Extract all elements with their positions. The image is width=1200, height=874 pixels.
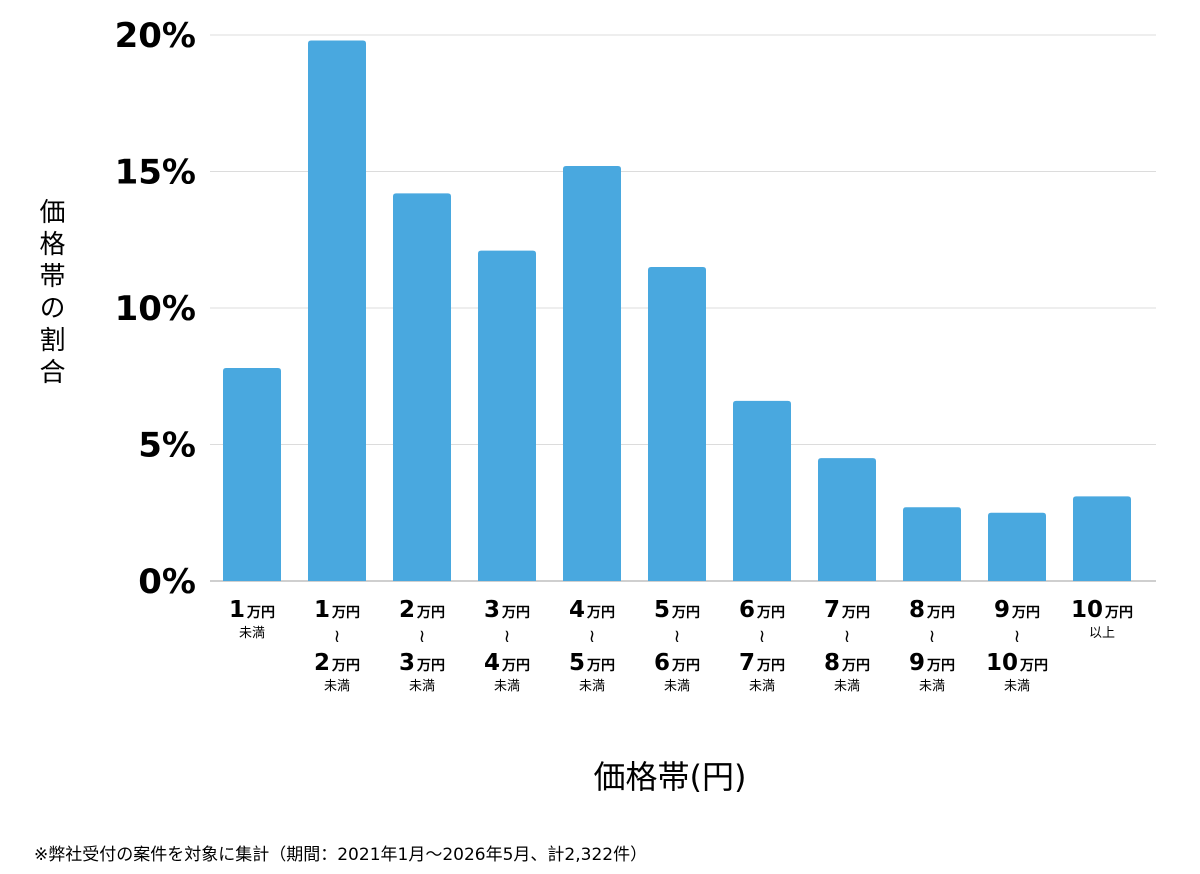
x-tick-range-mark: ≀ xyxy=(674,626,681,647)
footnote: ※弊社受付の案件を対象に集計（期間：2021年1月〜2026年5月、計2,322… xyxy=(34,845,648,865)
x-tick-suffix: 未満 xyxy=(239,626,265,641)
x-tick-to: 9 万円 xyxy=(909,650,955,676)
bar xyxy=(903,507,961,581)
x-tick-from: 1 万円 xyxy=(229,597,275,623)
bar xyxy=(478,250,536,582)
x-tick-suffix: 未満 xyxy=(834,679,860,694)
bar xyxy=(1073,496,1131,581)
y-axis-title: 価格帯の割合 xyxy=(35,198,65,390)
x-tick-range-mark: ≀ xyxy=(589,626,596,647)
x-tick-to: 3 万円 xyxy=(399,650,445,676)
x-tick-suffix: 未満 xyxy=(749,679,775,694)
x-tick-from: 1 万円 xyxy=(314,597,360,623)
x-tick-range-mark: ≀ xyxy=(844,626,851,647)
x-tick-from: 9 万円 xyxy=(994,597,1040,623)
bar xyxy=(818,458,876,581)
x-tick-suffix: 未満 xyxy=(409,679,435,694)
x-tick-from: 2 万円 xyxy=(399,597,445,623)
y-tick-label: 0% xyxy=(138,562,196,602)
x-tick-range-mark: ≀ xyxy=(1014,626,1021,647)
x-tick-from: 4 万円 xyxy=(569,597,615,623)
x-tick-from: 5 万円 xyxy=(654,597,700,623)
y-tick-label: 20% xyxy=(115,16,196,56)
x-tick-from: 7 万円 xyxy=(824,597,870,623)
x-tick-to: 4 万円 xyxy=(484,650,530,676)
x-tick-to: 5 万円 xyxy=(569,650,615,676)
x-tick-range-mark: ≀ xyxy=(929,626,936,647)
y-tick-label: 5% xyxy=(138,426,196,466)
x-tick-suffix: 未満 xyxy=(1004,679,1030,694)
x-tick-from: 6 万円 xyxy=(739,597,785,623)
x-tick-suffix: 未満 xyxy=(919,679,945,694)
bar xyxy=(563,166,621,582)
x-tick-suffix: 未満 xyxy=(579,679,605,694)
bar xyxy=(393,193,451,581)
bar xyxy=(733,400,791,581)
bar xyxy=(988,512,1046,581)
y-tick-label: 10% xyxy=(115,289,196,329)
x-tick-to: 10 万円 xyxy=(986,650,1048,676)
x-tick-suffix: 未満 xyxy=(494,679,520,694)
x-tick-range-mark: ≀ xyxy=(334,626,341,647)
y-tick-label: 15% xyxy=(115,153,196,193)
x-tick-range-mark: ≀ xyxy=(759,626,766,647)
x-tick-to: 7 万円 xyxy=(739,650,785,676)
x-tick-to: 6 万円 xyxy=(654,650,700,676)
x-tick-range-mark: ≀ xyxy=(504,626,511,647)
bar xyxy=(223,368,281,581)
x-tick-to: 8 万円 xyxy=(824,650,870,676)
x-tick-from: 10 万円 xyxy=(1071,597,1133,623)
x-tick-to: 2 万円 xyxy=(314,650,360,676)
bar xyxy=(308,40,366,581)
x-axis-title: 価格帯(円) xyxy=(593,758,747,796)
bar xyxy=(648,267,706,581)
x-tick-from: 8 万円 xyxy=(909,597,955,623)
x-tick-suffix: 未満 xyxy=(664,679,690,694)
x-tick-from: 3 万円 xyxy=(484,597,530,623)
x-tick-suffix: 以上 xyxy=(1089,626,1115,641)
x-tick-suffix: 未満 xyxy=(324,679,350,694)
x-tick-range-mark: ≀ xyxy=(419,626,426,647)
